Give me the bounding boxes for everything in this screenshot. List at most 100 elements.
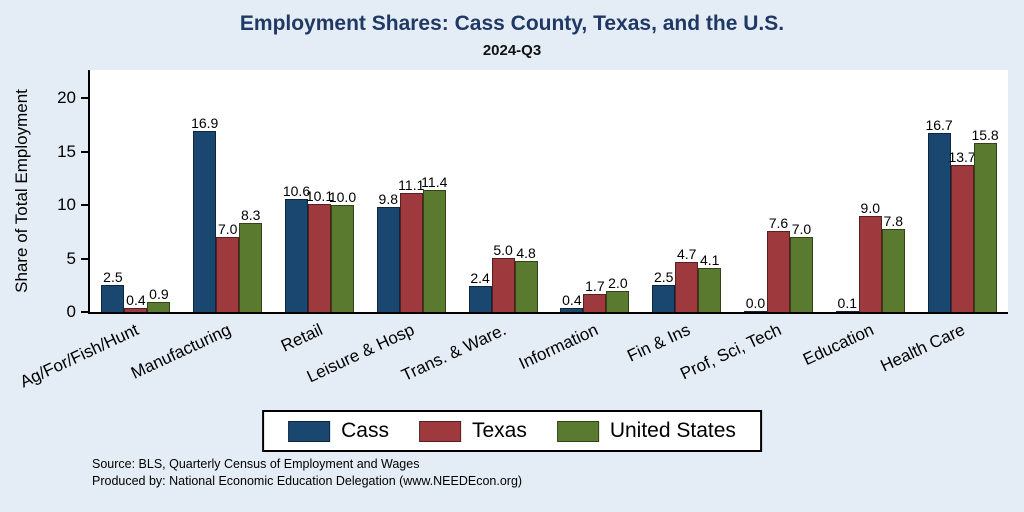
bar-value-label: 11.4 <box>421 174 448 190</box>
legend-item-texas: Texas <box>418 419 527 443</box>
bar-value-label: 10.6 <box>282 183 311 199</box>
y-axis-tick-label: 0 <box>66 302 76 321</box>
bar-texas-retail: 10.1 <box>306 189 333 312</box>
source-notes: Source: BLS, Quarterly Census of Employm… <box>92 456 522 490</box>
legend-swatch-united-states <box>556 420 599 442</box>
y-axis-tick <box>81 204 90 206</box>
y-axis-tick-label: 20 <box>57 88 76 107</box>
y-axis-tick-label: 10 <box>57 195 76 214</box>
bar-value-label: 5.0 <box>493 242 513 258</box>
bar-united-states-manufacturing: 8.3 <box>239 208 263 312</box>
bar-value-label: 1.7 <box>585 278 605 294</box>
bar-group-information: 0.4 1.7 2.0 <box>560 276 630 312</box>
bar-cass-fin-ins: 2.5 <box>652 270 676 312</box>
legend-box: Cass Texas United States <box>262 410 762 452</box>
bar-group-health-care: 16.7 13.7 15.8 <box>925 118 999 312</box>
bar-value-label: 4.8 <box>516 245 536 261</box>
x-axis-label: Health Care <box>877 320 969 376</box>
y-axis-tick <box>81 311 90 313</box>
bar-value-label: 0.4 <box>562 292 582 308</box>
bar-texas-leisure-hosp: 11.1 <box>398 178 424 312</box>
bar-value-label: 9.0 <box>860 200 880 216</box>
source-line-1: Source: BLS, Quarterly Census of Employm… <box>92 457 420 471</box>
x-axis-label: Retail <box>278 320 326 356</box>
y-axis-title-wrap: Share of Total Employment <box>10 70 34 312</box>
bar-texas-fin-ins: 4.7 <box>675 247 699 312</box>
bar-group-leisure-hosp: 9.8 11.1 11.4 <box>376 175 447 312</box>
legend-label: United States <box>609 419 736 442</box>
bar-group-fin-ins: 2.5 4.7 4.1 <box>652 247 722 312</box>
y-axis-tick-label: 5 <box>66 248 76 268</box>
bar-cass-ag-for-fish-hunt: 2.5 <box>101 270 125 312</box>
bar-value-label: 0.1 <box>837 295 857 311</box>
bar-group-education: 0.1 9.0 7.8 <box>835 201 905 312</box>
bar-group-prof-sci-tech: 0.0 7.6 7.0 <box>743 216 813 312</box>
bar-cass-health-care: 16.7 <box>925 118 953 312</box>
x-axis-label: Fin & Ins <box>623 320 693 366</box>
legend-label: Texas <box>471 419 527 442</box>
bar-value-label: 7.0 <box>217 221 238 237</box>
bar-value-label: 10.0 <box>328 189 357 205</box>
legend-swatch-cass <box>288 420 331 442</box>
legend-item-cass: Cass <box>288 419 389 443</box>
y-axis-tick <box>81 97 90 99</box>
bar-texas-prof-sci-tech: 7.6 <box>766 216 790 312</box>
x-axis-label: Ag/For/Fish/Hunt <box>17 320 142 392</box>
bar-texas-ag-for-fish-hunt: 0.4 <box>124 293 148 312</box>
x-axis-labels: Ag/For/Fish/Hunt Manufacturing Retail Leisu… <box>17 312 1006 422</box>
bar-united-states-fin-ins: 4.1 <box>698 253 722 312</box>
bar-value-label: 7.0 <box>791 221 812 237</box>
bar-cass-information: 0.4 <box>560 293 584 312</box>
y-axis-title: Share of Total Employment <box>12 89 32 293</box>
plot-area: 0 5 10 15 20 2.5 0.4 0.9 16.9 7.0 8.3 10.6 10.1 10.0 9… <box>57 70 1008 321</box>
bar-value-label: 16.7 <box>925 117 953 133</box>
bar-groups: 2.5 0.4 0.9 16.9 7.0 8.3 10.6 10.1 10.0 9.8 11.1 11… <box>90 70 1008 312</box>
bar-group-retail: 10.6 10.1 10.0 <box>283 184 356 312</box>
bar-united-states-trans-ware: 4.8 <box>514 246 538 312</box>
bar-value-label: 11.1 <box>398 177 425 193</box>
bar-value-label: 2.5 <box>653 269 674 285</box>
bar-value-label: 4.7 <box>676 246 697 262</box>
legend-swatch-texas <box>418 420 461 442</box>
x-axis-label: Prof, Sci, Tech <box>677 320 785 384</box>
bar-value-label: 0.0 <box>745 295 766 311</box>
bar-value-label: 0.9 <box>149 286 169 302</box>
legend-label: Cass <box>341 419 389 442</box>
bar-texas-trans-ware: 5.0 <box>491 243 515 312</box>
bar-value-label: 2.5 <box>103 269 123 285</box>
bar-cass-manufacturing: 16.9 <box>191 116 218 312</box>
bar-value-label: 7.8 <box>883 213 903 229</box>
y-axis-tick <box>81 257 90 260</box>
bar-united-states-ag-for-fish-hunt: 0.9 <box>147 287 171 312</box>
bar-cass-education: 0.1 <box>835 296 859 312</box>
bar-cass-trans-ware: 2.4 <box>468 271 492 312</box>
bar-cass-retail: 10.6 <box>283 184 310 312</box>
legend-item-united-states: United States <box>556 419 736 443</box>
bar-group-trans-ware: 2.4 5.0 4.8 <box>468 243 538 312</box>
bar-texas-health-care: 13.7 <box>948 150 976 312</box>
chart-subtitle: 2024-Q3 <box>482 42 542 59</box>
y-axis-tick-label: 15 <box>57 141 76 161</box>
bar-value-label: 2.0 <box>608 275 628 291</box>
bar-value-label: 10.1 <box>305 188 334 204</box>
bar-cass-prof-sci-tech: 0.0 <box>743 296 767 312</box>
source-line-2: Produced by: National Economic Education… <box>92 473 523 488</box>
bar-value-label: 7.6 <box>768 215 789 231</box>
bar-united-states-education: 7.8 <box>881 214 905 312</box>
x-axis-label: Manufacturing <box>128 320 234 383</box>
bar-cass-leisure-hosp: 9.8 <box>376 192 400 312</box>
bar-texas-education: 9.0 <box>858 201 882 312</box>
bar-value-label: 9.8 <box>378 191 399 207</box>
bar-group-ag-for-fish-hunt: 2.5 0.4 0.9 <box>101 270 171 312</box>
bar-united-states-information: 2.0 <box>606 276 630 312</box>
bar-value-label: 13.7 <box>948 149 976 165</box>
x-axis-label: Information <box>515 320 601 374</box>
x-axis-label: Trans. & Ware. <box>398 320 510 385</box>
bar-group-manufacturing: 16.9 7.0 8.3 <box>191 116 263 312</box>
bar-united-states-health-care: 15.8 <box>971 128 999 312</box>
bar-value-label: 4.1 <box>699 252 720 268</box>
bar-value-label: 2.4 <box>470 270 490 286</box>
bar-texas-information: 1.7 <box>583 279 607 312</box>
bar-united-states-prof-sci-tech: 7.0 <box>789 222 813 312</box>
